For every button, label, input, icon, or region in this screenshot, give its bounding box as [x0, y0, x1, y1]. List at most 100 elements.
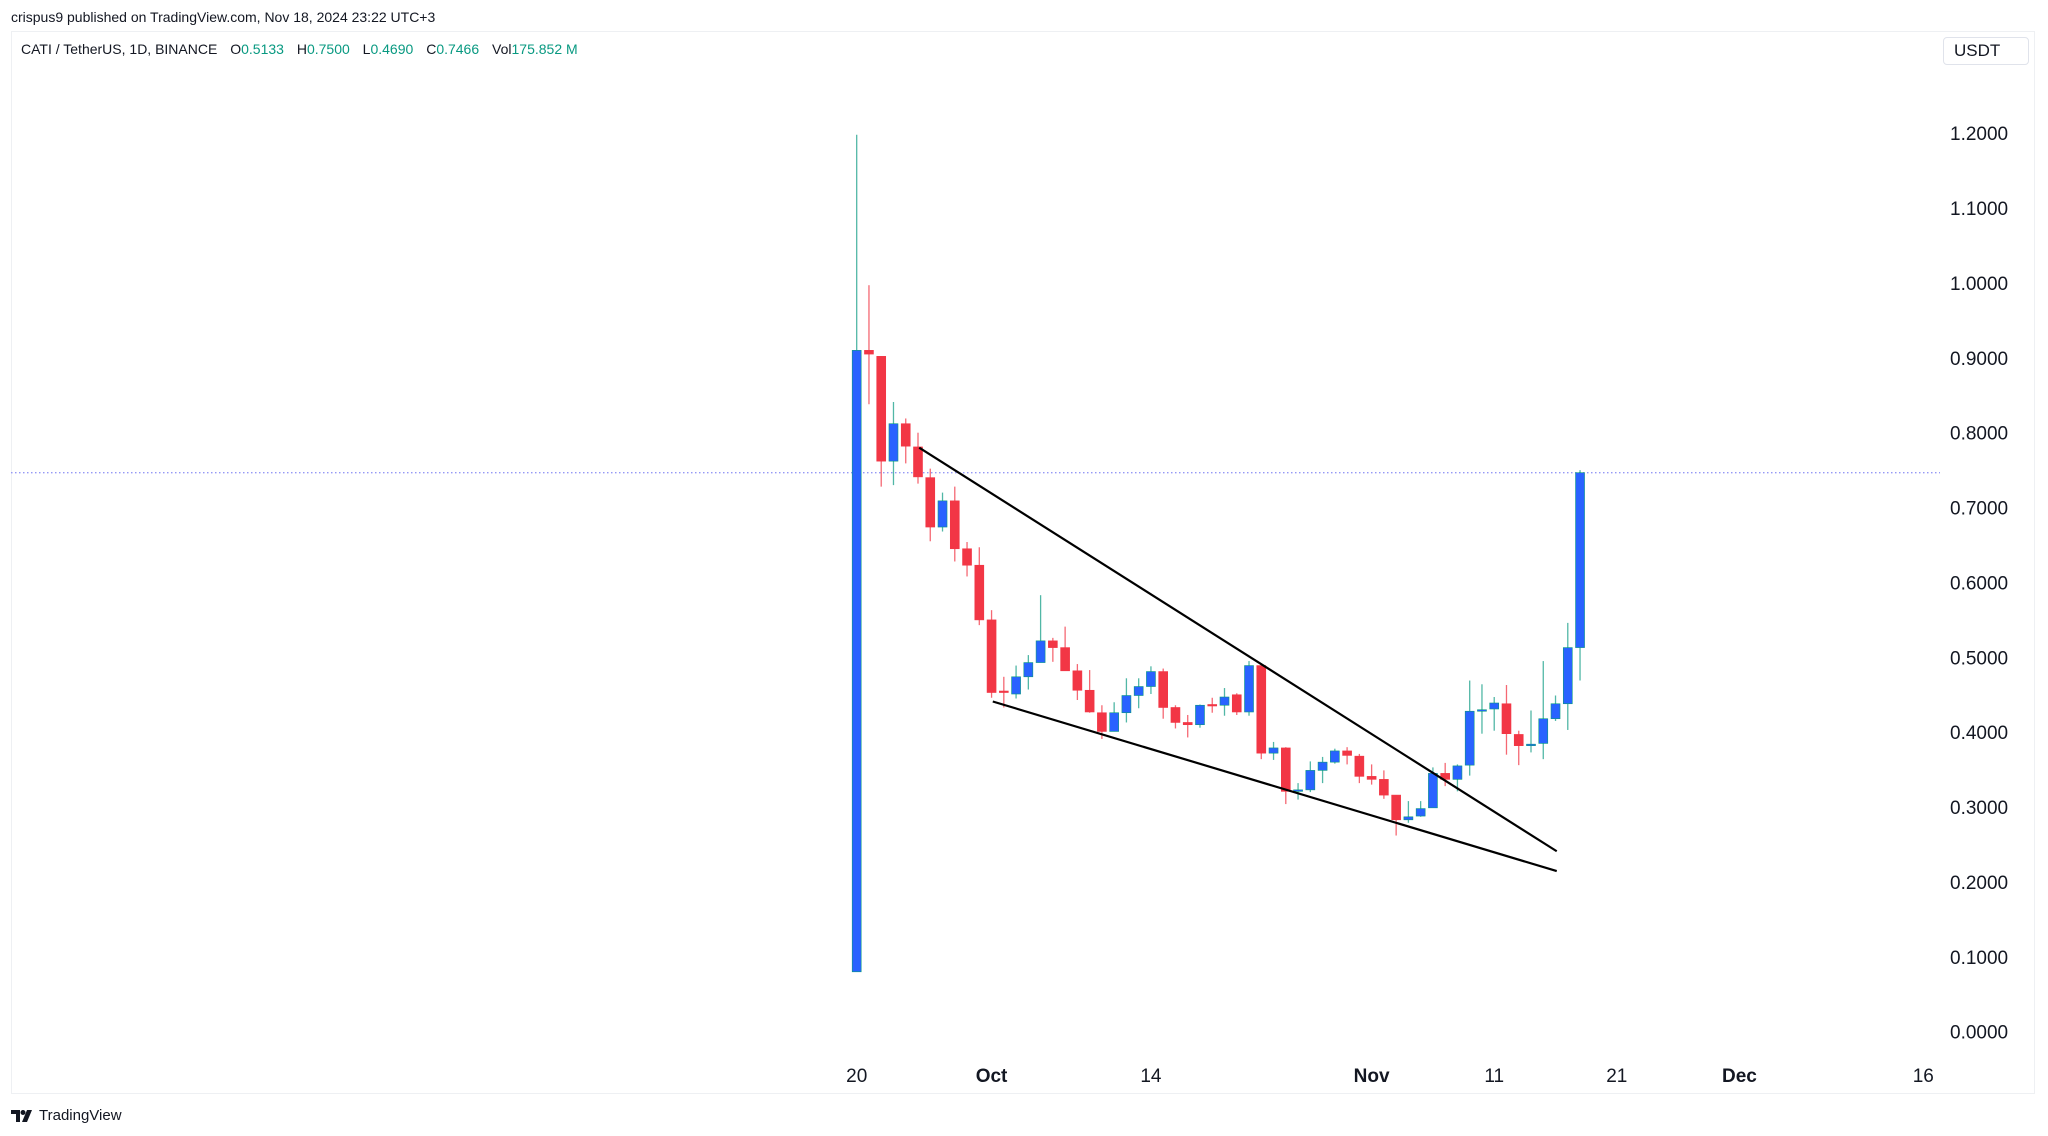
drawings-group: [918, 446, 1558, 873]
close-value: 0.7466: [436, 41, 480, 57]
candle: [1023, 655, 1034, 690]
candle-body-up: [1489, 702, 1500, 710]
candle: [1146, 666, 1156, 695]
candle-body-down: [1342, 750, 1352, 756]
candle: [1158, 668, 1168, 719]
candle: [1513, 730, 1524, 766]
candle: [900, 418, 911, 464]
candle: [1182, 714, 1193, 738]
price-tick-label: 0.8000: [1950, 424, 2008, 445]
footer-brand[interactable]: TradingView: [39, 1107, 122, 1124]
candle: [1391, 794, 1401, 836]
candle: [1219, 688, 1230, 716]
symbol-name[interactable]: CATI / TetherUS, 1D, BINANCE: [21, 41, 218, 57]
candle-body-up: [1428, 773, 1438, 809]
candle: [1121, 678, 1132, 723]
candle: [1035, 595, 1046, 663]
candle-body-down: [925, 477, 936, 528]
candle-body-up: [1121, 695, 1132, 714]
candle: [1354, 753, 1365, 784]
candle: [1452, 764, 1463, 792]
candle: [1550, 695, 1561, 721]
candle-body-down: [913, 446, 923, 478]
candle-body-up: [1305, 770, 1316, 791]
candle-body-up: [1268, 747, 1279, 754]
candle-body-up: [1464, 710, 1475, 766]
candle-body-down: [1048, 640, 1058, 648]
candle: [888, 402, 899, 486]
candle-body-down: [1182, 722, 1193, 726]
candle-body-up: [1244, 665, 1254, 713]
candle: [913, 432, 923, 484]
candle-body-up: [1023, 662, 1034, 678]
low-value: 0.4690: [370, 41, 414, 57]
price-tick-label: 0.7000: [1950, 499, 2008, 520]
candle-body-up: [1011, 676, 1021, 695]
volume-label: Vol: [492, 41, 512, 57]
high-value: 0.7500: [306, 41, 350, 57]
candle-body-down: [1072, 670, 1083, 691]
close-label: C: [426, 41, 437, 57]
candle-body-down: [1097, 712, 1107, 732]
candle-body-up: [1195, 704, 1205, 726]
high-label: H: [296, 41, 307, 57]
candle-body-down: [1060, 647, 1070, 672]
candle-body-up: [1219, 696, 1230, 706]
open-label: O: [230, 41, 242, 57]
time-tick-label: 21: [1606, 1066, 1627, 1087]
candle: [1048, 637, 1058, 662]
candle: [974, 547, 985, 626]
candle-body-down: [1170, 707, 1181, 723]
candle-body-down: [1501, 703, 1512, 734]
price-tick-label: 1.1000: [1950, 199, 2008, 220]
candle: [1403, 801, 1414, 823]
candle-body-up: [1550, 703, 1561, 720]
candle: [1379, 770, 1389, 799]
candle-body-down: [962, 548, 972, 566]
candle-body-up: [1317, 761, 1328, 771]
time-tick-label: Nov: [1354, 1066, 1390, 1087]
time-tick-label: 11: [1484, 1066, 1504, 1087]
candle-body-down: [1513, 734, 1524, 746]
candle: [937, 492, 948, 532]
time-tick-label: 14: [1140, 1066, 1162, 1087]
candle: [1133, 678, 1144, 709]
candle: [1072, 664, 1083, 701]
candle: [1170, 705, 1181, 729]
candle: [1538, 661, 1549, 760]
candle-body-up: [1109, 712, 1119, 732]
candle: [1305, 761, 1316, 793]
candle: [1293, 783, 1303, 800]
candle: [1256, 664, 1267, 760]
candle-body-down: [1256, 665, 1267, 754]
candle: [1060, 626, 1070, 672]
price-axis: 0.0000 0.1000 0.2000 0.3000 0.4000 0.5000 0.60…: [1950, 124, 2008, 1043]
time-tick-label: 16: [1913, 1066, 1934, 1087]
candle-body-up: [1133, 686, 1144, 696]
tradingview-logo-icon: [11, 1109, 32, 1122]
price-tick-label: 0.5000: [1950, 648, 2008, 669]
candle: [1366, 764, 1377, 785]
candle-body-down: [1379, 779, 1389, 796]
time-tick-label: Oct: [976, 1066, 1008, 1087]
chart-frame: [11, 31, 2035, 1094]
candle: [1084, 670, 1095, 713]
candle-body-up: [1562, 647, 1573, 705]
time-tick-label: Dec: [1722, 1066, 1757, 1087]
published-caption: crispus9 published on TradingView.com, N…: [11, 9, 436, 25]
currency-button[interactable]: USDT: [1943, 37, 2029, 65]
candle: [925, 468, 936, 542]
candle-body-down: [876, 356, 887, 462]
candle: [1231, 693, 1242, 715]
candle-body-up: [1403, 816, 1414, 821]
price-tick-label: 0.3000: [1950, 798, 2008, 819]
candle: [1244, 661, 1254, 716]
candle: [1317, 756, 1328, 784]
candle: [851, 134, 862, 973]
candle-body-up: [1575, 472, 1585, 648]
candle: [876, 356, 887, 487]
open-value: 0.5133: [241, 41, 284, 57]
candle-body-down: [1281, 747, 1291, 792]
candle-body-up: [1415, 808, 1426, 817]
